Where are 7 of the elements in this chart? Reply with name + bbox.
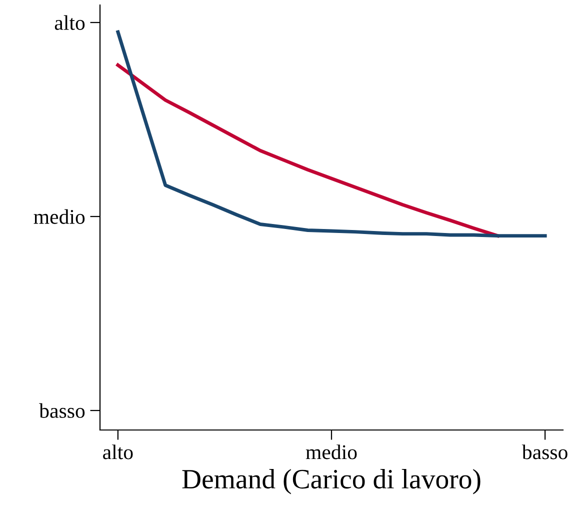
x-tick-label: alto xyxy=(103,444,133,460)
x-tick-label: basso xyxy=(522,444,568,460)
x-tick-label: medio xyxy=(306,444,357,460)
text: medio xyxy=(34,209,85,224)
x-axis-title: Demand (Carico di lavoro) xyxy=(182,469,480,494)
text: basso xyxy=(39,403,85,418)
text: alto xyxy=(54,15,85,30)
